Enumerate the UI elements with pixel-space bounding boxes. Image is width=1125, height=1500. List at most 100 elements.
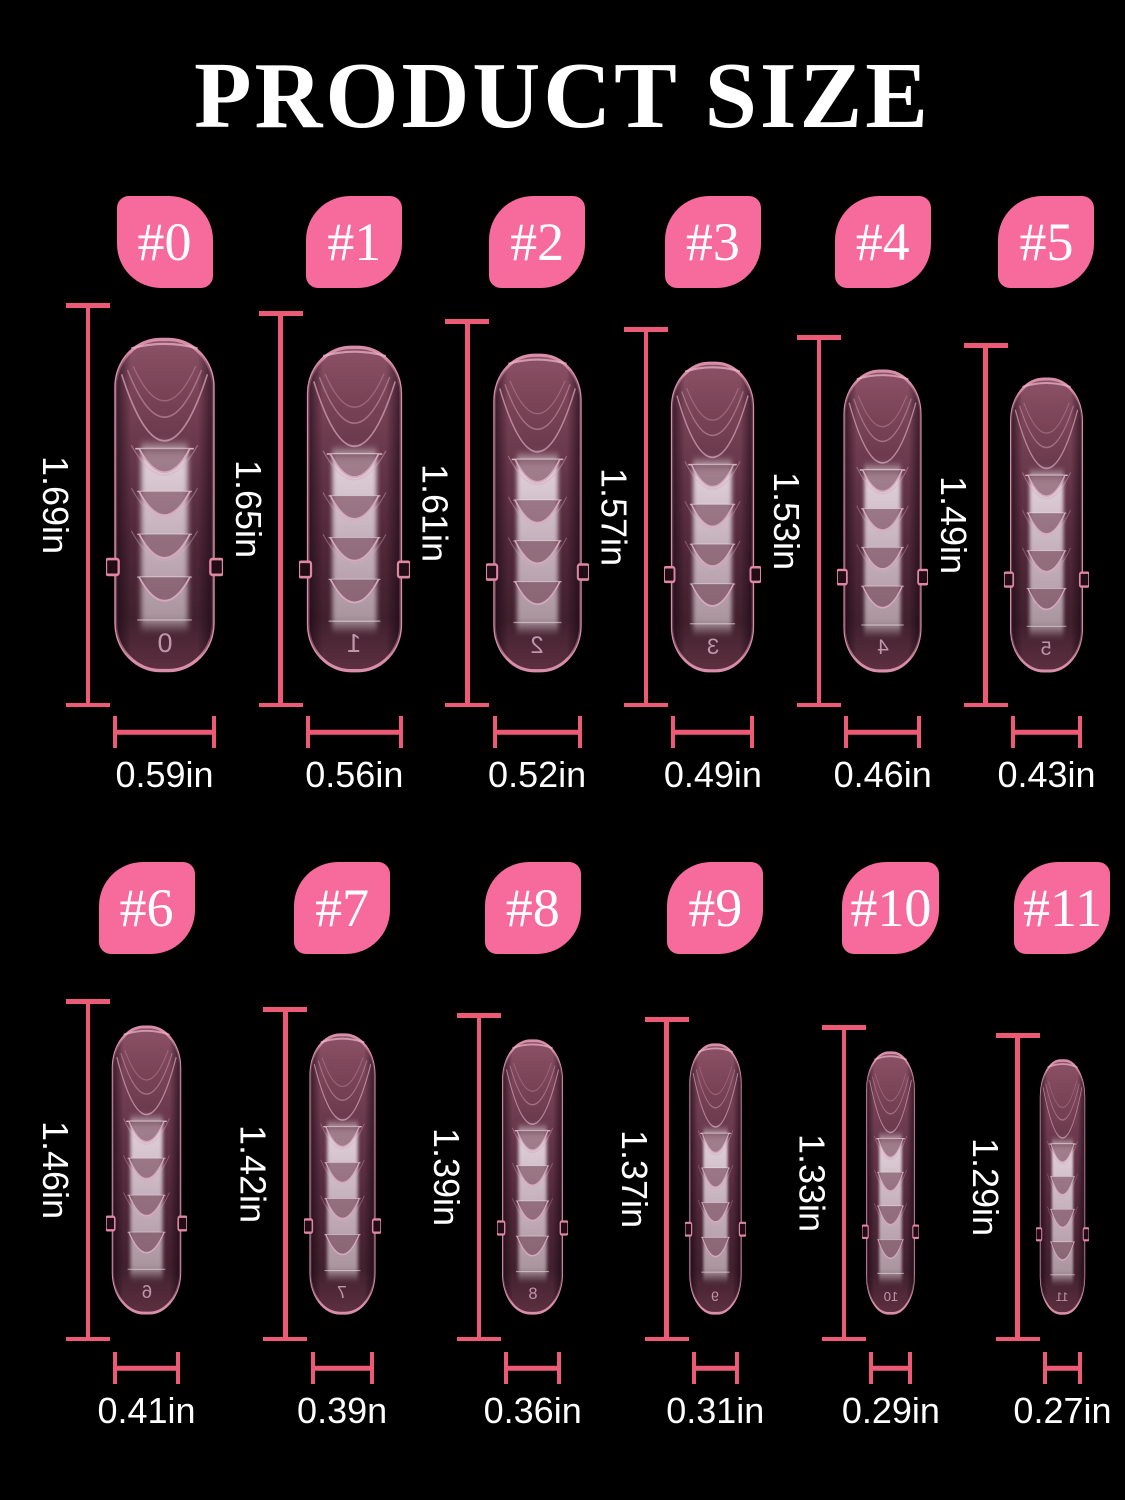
nail-form-graphic: 1.53in 4: [766, 335, 928, 707]
nail-form-graphic: 1.29in 11: [965, 1033, 1089, 1341]
size-number-label: #3: [685, 212, 740, 272]
page-title: PRODUCT SIZE: [194, 44, 931, 148]
length-measurement-label: 1.37in: [613, 1129, 655, 1229]
length-ruler-icon: [841, 1025, 847, 1341]
length-ruler-icon: [816, 335, 822, 707]
length-measurement-label: 1.65in: [227, 459, 269, 559]
length-ruler-icon: [664, 1017, 669, 1341]
nail-mold-number: 5: [1041, 637, 1052, 660]
size-number-badge: #4: [834, 196, 931, 288]
width-ruler-icon: [113, 1352, 180, 1384]
size-number-badge: #7: [294, 862, 391, 954]
nail-mold-number: 2: [530, 632, 544, 659]
nail-size-unit-5: #5 1.49in 5 0.43in: [933, 196, 1096, 796]
size-number-label: #7: [315, 878, 370, 938]
nail-mold-number: 6: [141, 1280, 152, 1302]
nail-tip-illustration: [837, 368, 928, 674]
size-number-badge: #5: [998, 196, 1095, 288]
width-ruler-icon: [869, 1352, 913, 1384]
length-measurement-label: 1.57in: [593, 467, 635, 567]
length-ruler-icon: [983, 343, 988, 707]
length-ruler-icon: [278, 311, 283, 707]
length-ruler-icon: [283, 1007, 288, 1341]
nail-form-graphic: 1.33in 10: [791, 1025, 919, 1341]
length-ruler-icon: [85, 303, 90, 707]
nail-form-graphic: 1.69in 0: [35, 303, 223, 707]
size-number-label: #4: [855, 212, 910, 272]
nail-tip-illustration: [1036, 1058, 1089, 1316]
nail-size-unit-8: #8 1.39in 8 0.36in: [426, 862, 582, 1432]
length-measurement-label: 1.39in: [426, 1127, 468, 1227]
nail-size-unit-1: #1 1.65in 1 0.56in: [228, 196, 410, 796]
nail-tip-illustration: [304, 1032, 381, 1316]
width-ruler-icon: [671, 716, 755, 748]
nail-tip-illustration: [299, 344, 410, 674]
size-number-label: #9: [688, 878, 743, 938]
nail-mold-number: 7: [337, 1282, 348, 1303]
width-measurement-label: 0.41in: [97, 1390, 196, 1431]
width-ruler-icon: [691, 1352, 739, 1384]
nail-form-graphic: 1.37in 9: [614, 1017, 746, 1341]
width-measurement-label: 0.29in: [841, 1390, 940, 1431]
size-number-badge: #11: [1014, 862, 1111, 954]
length-measurement-label: 1.69in: [35, 455, 76, 555]
nail-mold-number: 10: [883, 1289, 899, 1305]
size-number-badge: #8: [484, 862, 581, 954]
size-number-label: #11: [1022, 878, 1102, 938]
length-ruler-icon: [1015, 1033, 1020, 1341]
width-ruler-icon: [844, 716, 922, 748]
width-ruler-icon: [1010, 716, 1082, 748]
length-ruler-icon: [476, 1013, 482, 1341]
width-ruler-icon: [492, 716, 582, 748]
product-size-page: { "title": "PRODUCT SIZE", "unit_system"…: [0, 42, 1125, 1500]
size-row-bottom: #6 1.46in 6 0.41in #7 1.42in 7 0.39n #8 …: [0, 862, 1125, 1432]
nail-size-unit-7: #7 1.42in 7 0.39n: [233, 862, 391, 1432]
size-number-label: #10: [850, 878, 932, 938]
width-measurement-label: 0.39n: [297, 1390, 388, 1431]
length-measurement-label: 1.46in: [35, 1120, 76, 1220]
size-row-top: #0 1.69in 0 0.59in #1 1.65in 1 0.56in #2…: [0, 196, 1125, 796]
nail-tip-illustration: [486, 352, 589, 674]
width-measurement-label: 0.46in: [833, 754, 932, 795]
nail-form-graphic: 1.57in 3: [593, 327, 761, 707]
nail-size-unit-6: #6 1.46in 6 0.41in: [35, 862, 196, 1432]
nail-mold-number: 3: [706, 633, 720, 659]
width-ruler-icon: [305, 716, 403, 748]
size-number-badge: #2: [489, 196, 586, 288]
nail-mold-number: 0: [157, 627, 172, 658]
width-ruler-icon: [310, 1352, 374, 1384]
nail-tip-illustration: [862, 1050, 919, 1316]
nail-form-graphic: 1.49in 5: [933, 343, 1089, 707]
size-number-badge: #10: [842, 862, 940, 954]
width-measurement-label: 0.31in: [666, 1390, 765, 1431]
nail-tip-illustration: [497, 1038, 568, 1316]
nail-form-graphic: 1.46in 6: [35, 999, 187, 1341]
nail-size-unit-10: #10 1.33in 10 0.29in: [791, 862, 940, 1432]
length-measurement-label: 1.29in: [964, 1137, 1006, 1237]
nail-tip-illustration: [1004, 376, 1089, 674]
nail-size-unit-9: #9 1.37in 9 0.31in: [614, 862, 764, 1432]
nail-size-unit-3: #3 1.57in 3 0.49in: [593, 196, 762, 796]
size-number-label: #2: [510, 212, 565, 272]
size-number-label: #0: [137, 212, 192, 272]
length-measurement-label: 1.33in: [791, 1133, 833, 1233]
width-ruler-icon: [1042, 1352, 1082, 1384]
width-measurement-label: 0.36in: [483, 1390, 582, 1431]
size-number-badge: #0: [116, 196, 213, 288]
nail-form-graphic: 1.65in 1: [228, 311, 410, 707]
size-number-badge: #9: [667, 862, 764, 954]
nail-tip-illustration: [106, 1024, 187, 1316]
size-number-badge: #1: [306, 196, 403, 288]
width-measurement-label: 0.56in: [305, 754, 404, 795]
size-number-label: #1: [327, 212, 382, 272]
nail-tip-illustration: [106, 336, 223, 674]
nail-mold-number: 9: [711, 1287, 720, 1304]
nail-mold-number: 4: [876, 636, 889, 660]
nail-size-unit-2: #2 1.61in 2 0.52in: [415, 196, 589, 796]
width-ruler-icon: [113, 716, 216, 748]
width-measurement-label: 0.49in: [663, 754, 762, 795]
nail-tip-illustration: [664, 360, 761, 674]
width-measurement-label: 0.59in: [115, 754, 214, 795]
length-measurement-label: 1.53in: [766, 471, 808, 571]
width-measurement-label: 0.27in: [1013, 1390, 1112, 1431]
